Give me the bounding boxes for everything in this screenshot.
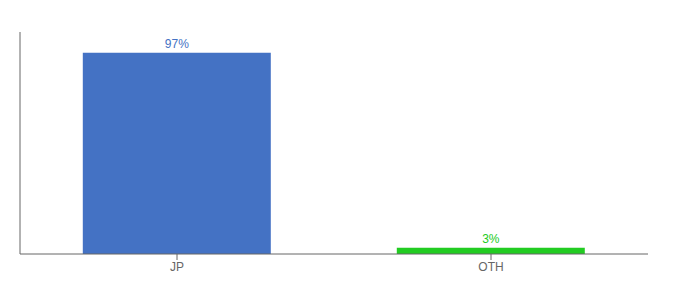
- svg-text:97%: 97%: [165, 37, 189, 51]
- svg-text:OTH: OTH: [478, 260, 503, 274]
- svg-text:JP: JP: [170, 260, 184, 274]
- svg-text:3%: 3%: [482, 232, 500, 246]
